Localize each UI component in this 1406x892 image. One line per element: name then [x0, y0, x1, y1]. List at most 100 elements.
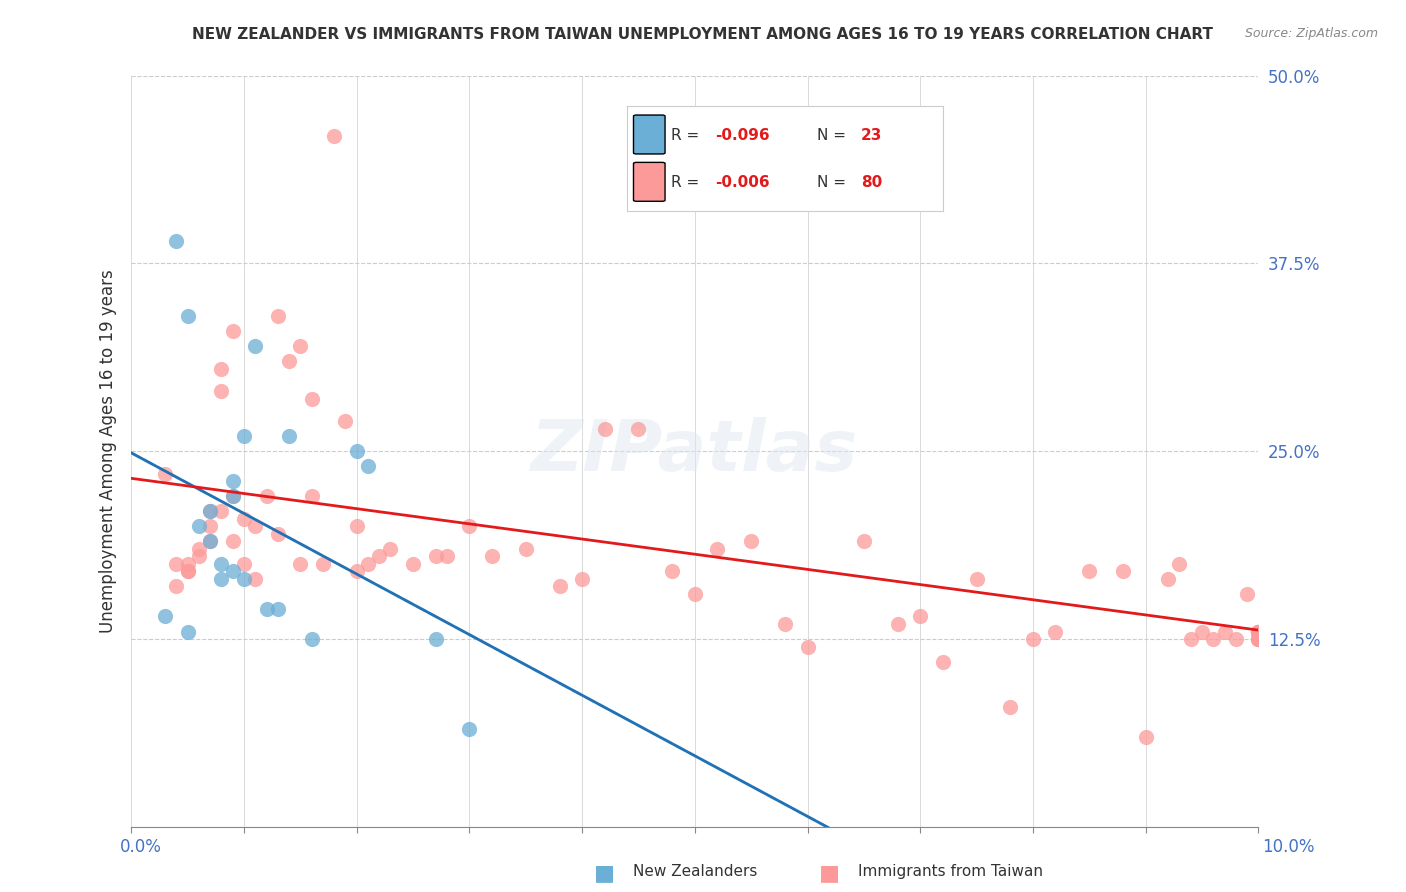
Point	[301, 632, 323, 646]
Point	[1045, 624, 1067, 639]
Point	[165, 579, 187, 593]
Point	[458, 722, 481, 736]
Point	[221, 475, 243, 489]
Point	[380, 541, 402, 556]
Point	[187, 549, 209, 564]
Point	[290, 557, 312, 571]
Point	[209, 384, 232, 398]
Point	[278, 354, 301, 368]
Point	[301, 489, 323, 503]
Point	[198, 534, 221, 549]
Point	[773, 617, 796, 632]
Point	[908, 609, 931, 624]
Point	[1112, 565, 1135, 579]
Point	[593, 422, 616, 436]
Point	[852, 534, 875, 549]
Point	[1180, 632, 1202, 646]
Point	[1202, 632, 1225, 646]
Point	[187, 519, 209, 533]
Point	[165, 557, 187, 571]
Point	[1000, 699, 1022, 714]
Point	[256, 602, 278, 616]
Point	[932, 655, 955, 669]
Point	[176, 565, 198, 579]
Point	[278, 429, 301, 443]
Point	[661, 565, 683, 579]
Point	[198, 504, 221, 518]
Point	[346, 444, 368, 458]
Point	[481, 549, 503, 564]
Point	[436, 549, 458, 564]
Point	[221, 489, 243, 503]
Point	[221, 324, 243, 338]
Point	[153, 609, 176, 624]
Point	[176, 624, 198, 639]
Point	[165, 234, 187, 248]
Point	[198, 519, 221, 533]
Point	[209, 361, 232, 376]
Point	[1157, 572, 1180, 586]
Point	[1247, 624, 1270, 639]
Point	[886, 617, 908, 632]
Point	[1247, 624, 1270, 639]
Point	[209, 557, 232, 571]
Point	[683, 587, 706, 601]
Point	[187, 541, 209, 556]
Point	[1247, 632, 1270, 646]
Point	[176, 557, 198, 571]
Point	[1247, 632, 1270, 646]
Point	[267, 526, 290, 541]
Text: ZIPatlas: ZIPatlas	[531, 417, 859, 485]
Point	[233, 557, 256, 571]
Point	[706, 541, 728, 556]
Point	[627, 422, 650, 436]
Text: NEW ZEALANDER VS IMMIGRANTS FROM TAIWAN UNEMPLOYMENT AMONG AGES 16 TO 19 YEARS C: NEW ZEALANDER VS IMMIGRANTS FROM TAIWAN …	[193, 27, 1213, 42]
Point	[221, 489, 243, 503]
Point	[198, 534, 221, 549]
Point	[176, 565, 198, 579]
Point	[209, 504, 232, 518]
Text: 0.0%: 0.0%	[120, 838, 162, 856]
Point	[245, 572, 267, 586]
Point	[966, 572, 988, 586]
Point	[221, 534, 243, 549]
Text: New Zealanders: New Zealanders	[633, 863, 756, 879]
Point	[346, 565, 368, 579]
Text: ■: ■	[595, 863, 614, 883]
Point	[818, 188, 841, 202]
Point	[1247, 624, 1270, 639]
Point	[267, 602, 290, 616]
Point	[425, 549, 447, 564]
Point	[1022, 632, 1045, 646]
Point	[209, 572, 232, 586]
Point	[290, 339, 312, 353]
Point	[256, 489, 278, 503]
Point	[245, 519, 267, 533]
Point	[1225, 632, 1247, 646]
Point	[740, 534, 762, 549]
Text: ■: ■	[820, 863, 839, 883]
Point	[301, 392, 323, 406]
Point	[1135, 730, 1157, 744]
Point	[425, 632, 447, 646]
Text: 10.0%: 10.0%	[1263, 838, 1315, 856]
Point	[1168, 557, 1191, 571]
Point	[548, 579, 571, 593]
Point	[335, 414, 357, 428]
Point	[233, 512, 256, 526]
Point	[796, 640, 818, 654]
Y-axis label: Unemployment Among Ages 16 to 19 years: Unemployment Among Ages 16 to 19 years	[100, 269, 117, 633]
Point	[1236, 587, 1258, 601]
Point	[233, 572, 256, 586]
Point	[221, 565, 243, 579]
Point	[1247, 632, 1270, 646]
Point	[176, 309, 198, 323]
Point	[357, 459, 380, 474]
Point	[346, 519, 368, 533]
Point	[458, 519, 481, 533]
Point	[323, 128, 346, 143]
Point	[267, 309, 290, 323]
Text: Immigrants from Taiwan: Immigrants from Taiwan	[858, 863, 1043, 879]
Point	[1247, 624, 1270, 639]
Point	[368, 549, 391, 564]
